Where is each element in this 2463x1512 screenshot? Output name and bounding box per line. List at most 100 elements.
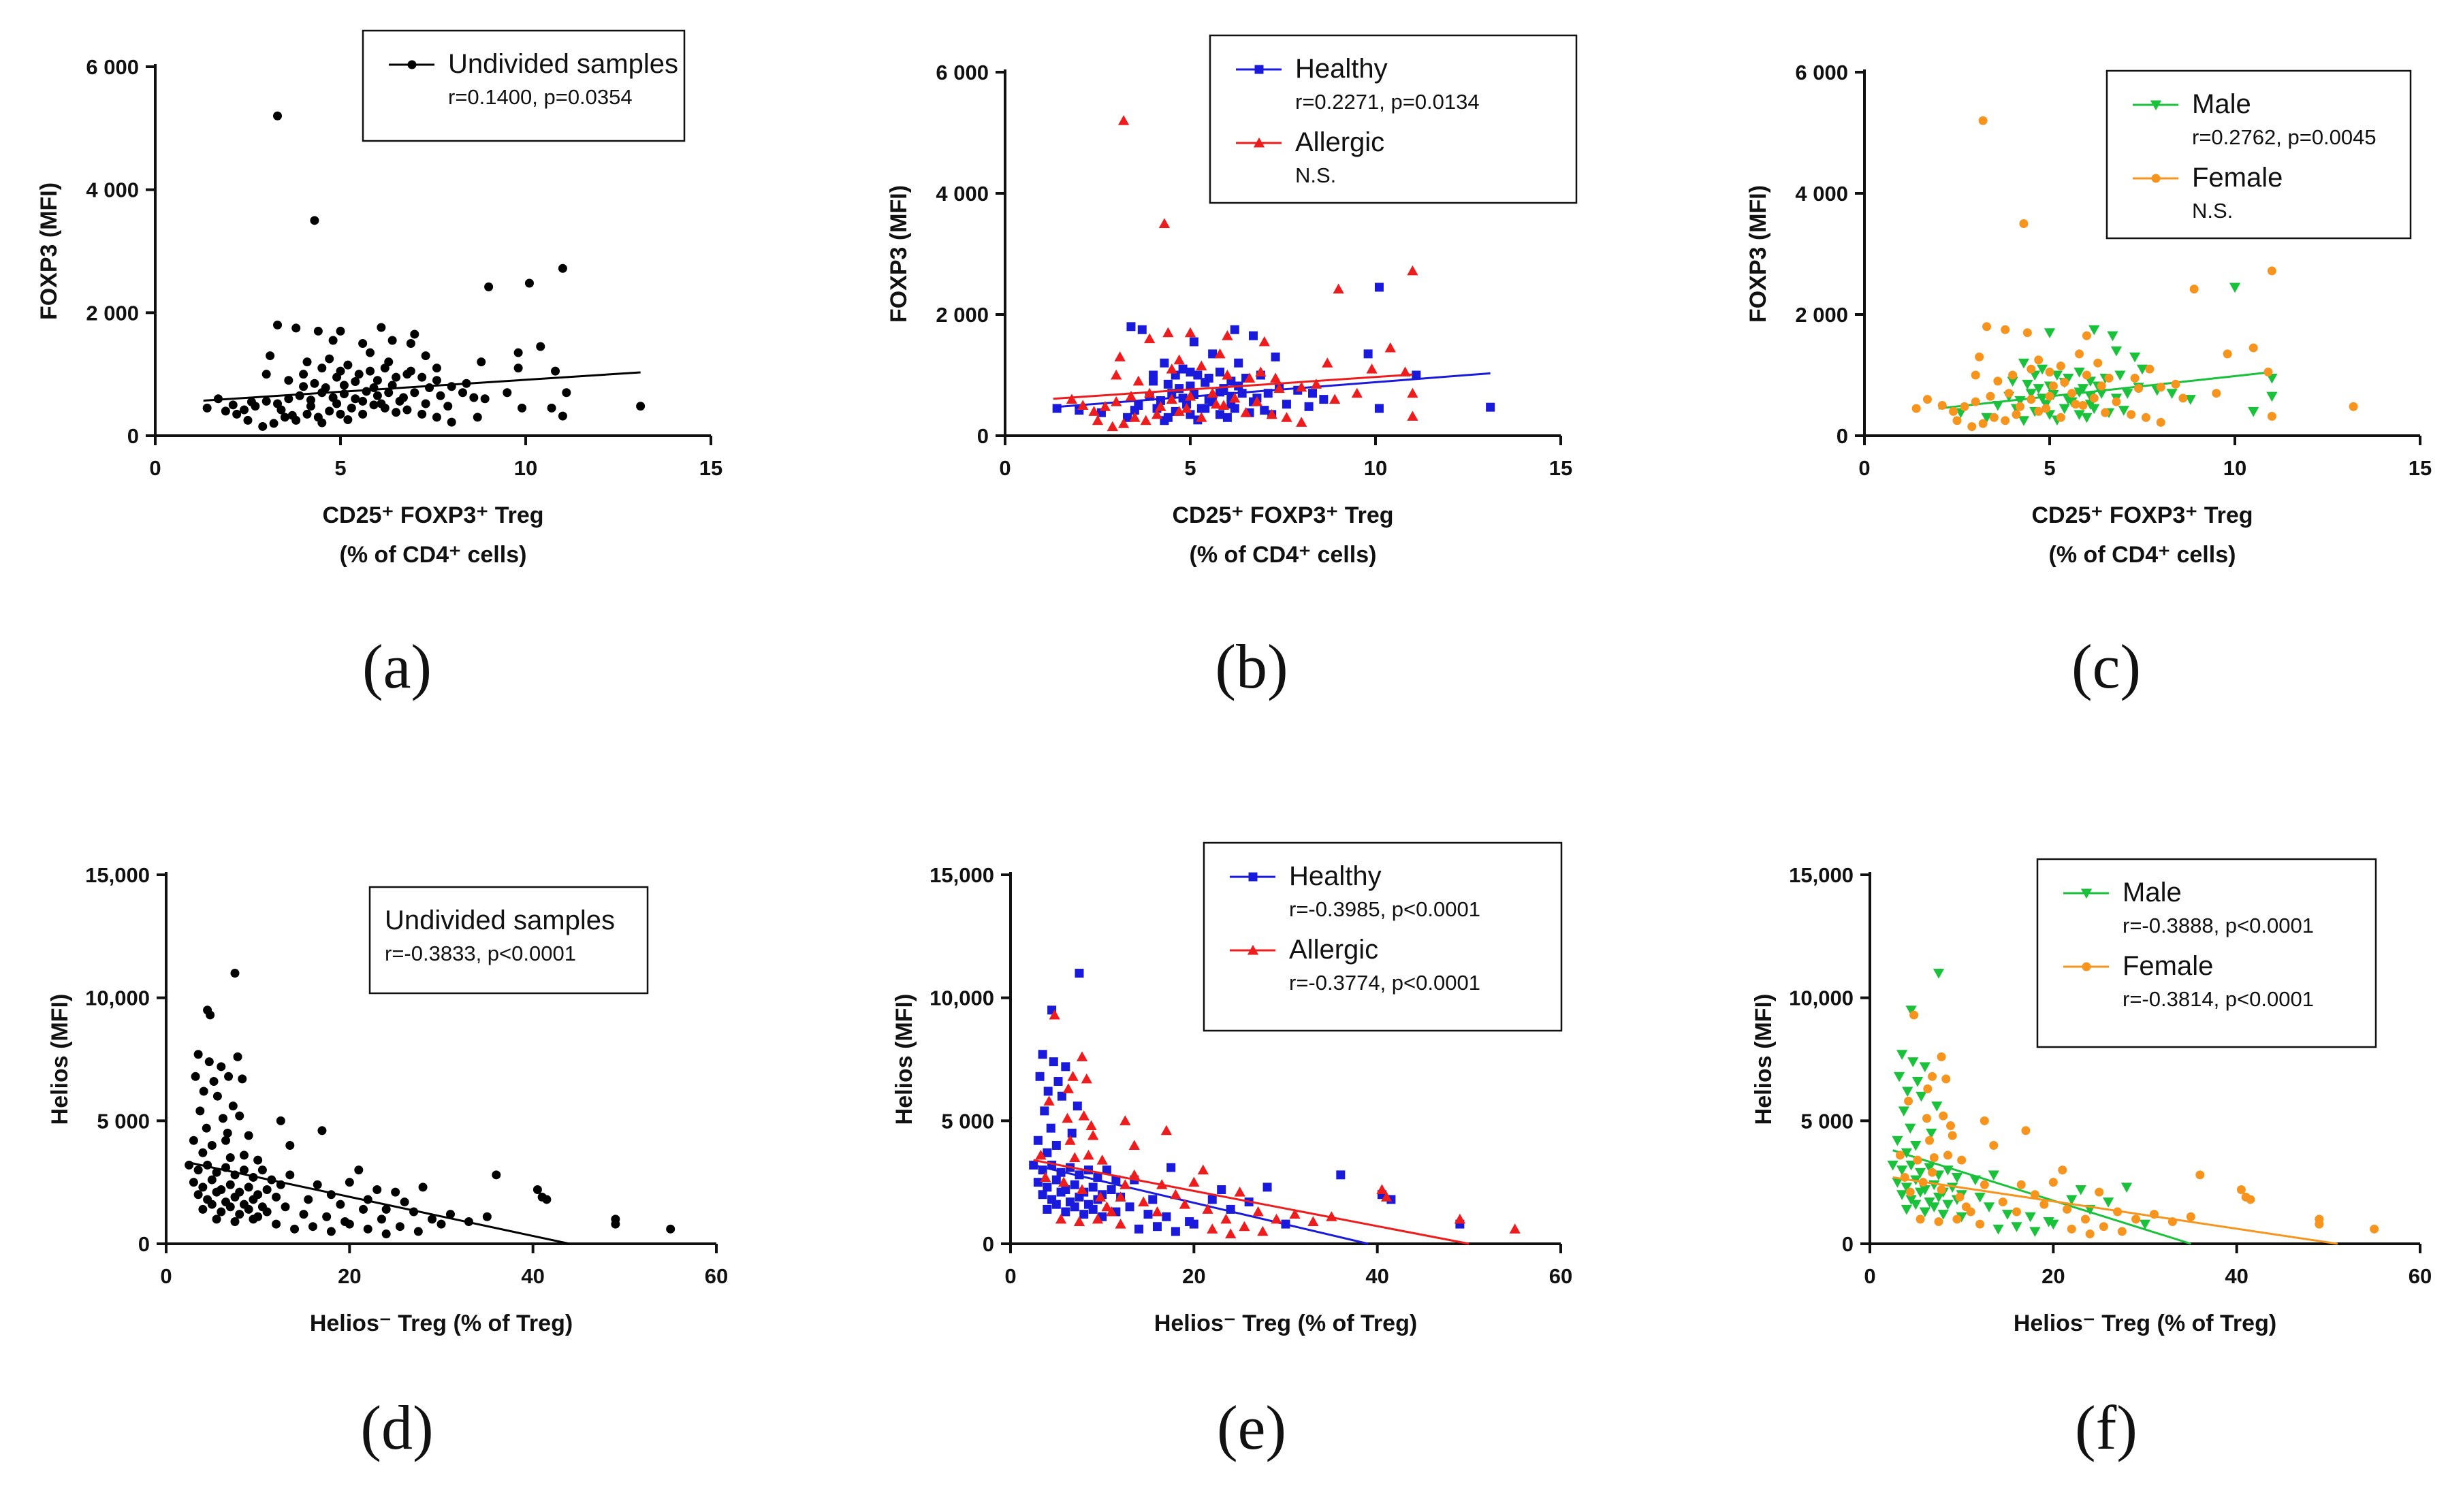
data-point	[1215, 410, 1225, 419]
data-point	[1123, 413, 1132, 422]
panel-label: (c)	[2071, 632, 2141, 701]
data-point	[1106, 1206, 1117, 1217]
data-point	[299, 382, 308, 391]
data-point	[358, 339, 368, 348]
data-point	[1222, 413, 1232, 422]
legend: Male r=0.2762, p=0.0045 Female N.S.	[2106, 69, 2412, 240]
series-undivided-samples	[202, 111, 646, 431]
x-axis-title: Helios⁻ Treg (% of Treg)	[1154, 1310, 1417, 1336]
data-point	[1252, 1206, 1264, 1217]
data-point	[354, 370, 364, 379]
data-point	[1896, 1190, 1908, 1200]
data-point	[2029, 1227, 2041, 1238]
legend-label: Healthy	[1289, 861, 1382, 891]
data-point	[1988, 1170, 1999, 1180]
legend: Male r=-0.3888, p<0.0001 Female r=-0.3814, …	[2036, 858, 2377, 1048]
data-point	[417, 409, 427, 419]
data-point	[2004, 389, 2014, 398]
data-point	[239, 1165, 249, 1175]
x-axis-title: Helios⁻ Treg (% of Treg)	[2014, 1310, 2276, 1336]
data-point	[1957, 1155, 1967, 1165]
data-point	[2007, 376, 2018, 387]
legend-marker-icon	[2151, 174, 2161, 183]
y-tick-label: 0	[127, 424, 139, 448]
data-point	[284, 394, 293, 404]
data-point	[410, 329, 419, 339]
data-point	[1170, 1189, 1181, 1200]
x-axis-title: CD25⁺ FOXP3⁺ Treg	[1173, 502, 1394, 528]
data-point	[1937, 401, 1947, 410]
data-point	[387, 336, 397, 345]
data-point	[358, 409, 368, 419]
data-point	[1243, 372, 1256, 383]
data-point	[1051, 1200, 1061, 1209]
data-point	[1064, 1135, 1076, 1145]
data-point	[2027, 395, 2036, 404]
data-point	[377, 323, 386, 332]
data-point	[2267, 412, 2276, 421]
data-point	[1949, 406, 1958, 416]
y-tick-label: 6 000	[86, 55, 139, 79]
data-point	[313, 326, 323, 336]
data-point	[2249, 343, 2258, 353]
data-point	[2156, 417, 2165, 427]
data-point	[1152, 1222, 1162, 1232]
data-point	[1381, 1191, 1393, 1202]
data-point	[359, 1204, 368, 1214]
data-point	[418, 1183, 428, 1192]
regression-line	[1892, 1176, 2338, 1245]
data-point	[377, 1215, 386, 1224]
data-point	[1166, 393, 1177, 404]
data-point	[1151, 408, 1163, 419]
y-tick-label: 5 000	[1800, 1109, 1854, 1133]
data-point	[1115, 1218, 1126, 1229]
data-point	[1333, 283, 1344, 294]
data-point	[306, 396, 315, 405]
data-point	[2145, 364, 2155, 374]
data-point	[1893, 1072, 1905, 1082]
data-point	[202, 403, 212, 413]
y-axis-title: Helios (MFI)	[891, 994, 917, 1125]
data-point	[1892, 1136, 1903, 1146]
data-point	[1196, 412, 1207, 422]
data-point	[2139, 1219, 2151, 1230]
data-point	[2127, 410, 2136, 419]
data-point	[1134, 1224, 1144, 1234]
data-point	[317, 418, 327, 428]
data-point	[402, 405, 412, 415]
data-point	[1125, 391, 1137, 401]
data-point	[1887, 1160, 1898, 1171]
data-point	[2171, 379, 2180, 389]
data-point	[1111, 1175, 1121, 1185]
data-point	[381, 1229, 391, 1239]
data-point	[285, 1170, 295, 1180]
data-point	[280, 413, 289, 422]
data-point	[1909, 1010, 1919, 1020]
data-point	[1258, 336, 1270, 347]
data-point	[224, 1072, 234, 1081]
y-tick-label: 4 000	[1795, 182, 1848, 206]
data-point	[2019, 219, 2029, 228]
data-point	[2246, 1195, 2255, 1204]
data-point	[198, 1204, 208, 1214]
data-point	[1911, 1077, 1924, 1087]
data-point	[1262, 1183, 1272, 1192]
data-point	[1160, 358, 1169, 368]
data-point	[1975, 1219, 1985, 1229]
data-point	[1933, 969, 1945, 979]
data-point	[436, 1219, 446, 1229]
data-point	[1955, 1192, 1965, 1202]
data-point	[1088, 1204, 1098, 1214]
data-point	[249, 1215, 258, 1224]
data-point	[1941, 1074, 1951, 1084]
y-tick-label: 6 000	[1795, 61, 1848, 84]
data-point	[238, 1074, 247, 1084]
data-point	[1052, 404, 1062, 413]
y-tick-label: 10,000	[85, 986, 150, 1010]
data-point	[2016, 1180, 2026, 1189]
data-point	[1978, 116, 1988, 125]
data-point	[1230, 325, 1239, 334]
x-tick-label: 10	[2223, 456, 2246, 480]
data-point	[308, 1222, 317, 1232]
data-point	[343, 415, 353, 425]
